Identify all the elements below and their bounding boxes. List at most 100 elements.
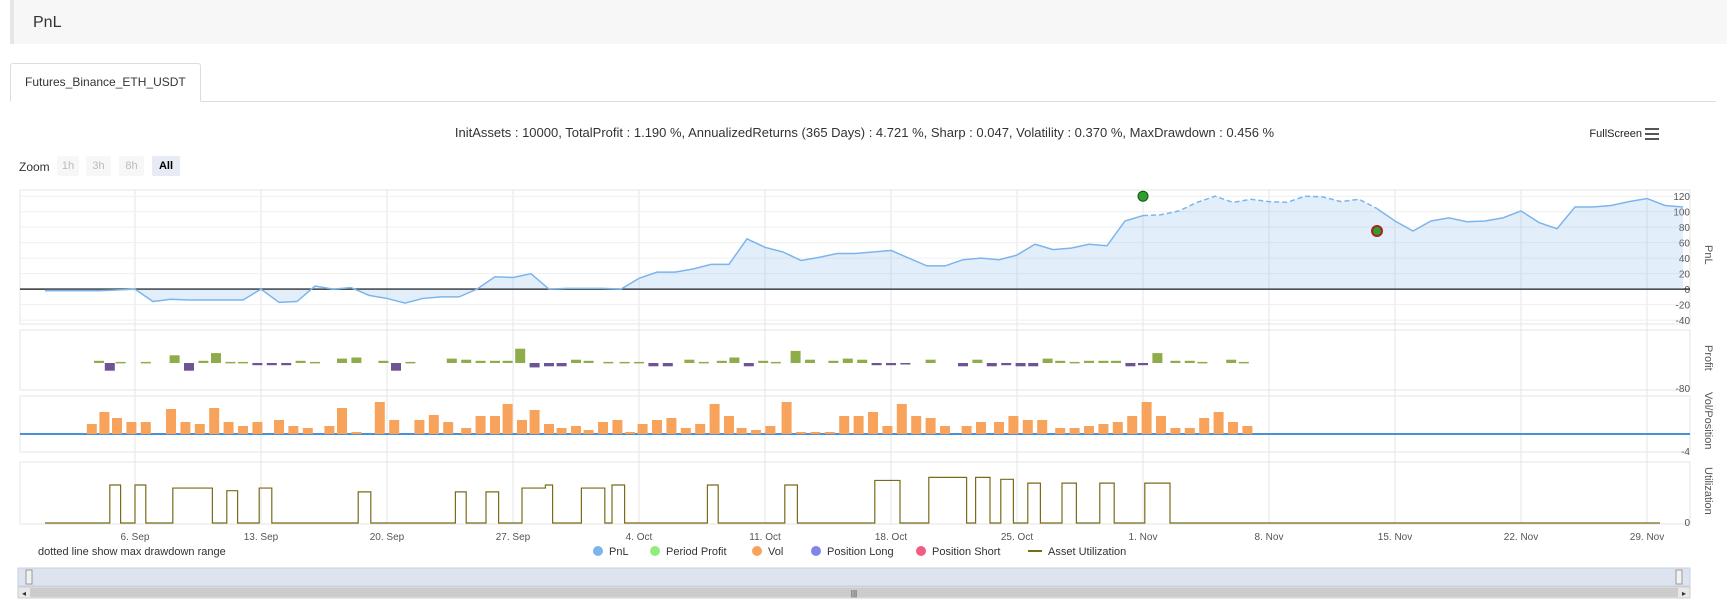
profit-bar bbox=[140, 361, 151, 364]
profit-bar bbox=[1226, 359, 1237, 363]
legend-item[interactable]: Position Short bbox=[916, 546, 1000, 558]
profit-bar bbox=[828, 360, 839, 363]
profit-bar bbox=[115, 361, 126, 364]
vol-bar bbox=[612, 420, 623, 434]
profit-bar bbox=[729, 357, 740, 363]
zoom-button-3h[interactable]: 3h bbox=[86, 156, 111, 176]
x-tick-label: 27. Sep bbox=[496, 532, 531, 543]
profit-bar bbox=[743, 363, 754, 367]
legend-item[interactable]: Vol bbox=[752, 546, 783, 558]
legend-item[interactable]: PnL bbox=[593, 546, 629, 558]
vol-bar bbox=[223, 422, 234, 434]
utilization-line bbox=[45, 476, 1660, 524]
legend-label: Asset Utilization bbox=[1048, 546, 1127, 558]
profit-bar bbox=[1170, 360, 1181, 363]
vol-bar bbox=[1008, 416, 1019, 434]
vol-bar bbox=[209, 408, 220, 434]
vol-bar bbox=[1037, 420, 1048, 434]
legend-label: PnL bbox=[609, 546, 629, 558]
scrollbar-grip-icon: ||| bbox=[851, 589, 857, 598]
panel-label-pnl: PnL bbox=[1702, 245, 1714, 265]
page-title: PnL bbox=[33, 14, 62, 31]
profit-bar bbox=[337, 358, 347, 363]
vol-bar bbox=[475, 416, 486, 434]
profit-bar bbox=[211, 353, 221, 363]
vol-bar bbox=[796, 432, 806, 434]
vol-bar bbox=[751, 430, 761, 434]
profit-bar bbox=[1055, 360, 1066, 363]
profit-bar bbox=[900, 363, 911, 365]
legend-label: Vol bbox=[768, 546, 784, 558]
zoom-button-1h[interactable]: 1h bbox=[57, 156, 79, 176]
navigator-right-handle bbox=[1675, 569, 1683, 585]
y-tick-label: -80 bbox=[1676, 384, 1691, 395]
vol-bar bbox=[911, 416, 922, 434]
vol-bar bbox=[781, 402, 792, 434]
vol-bar bbox=[680, 428, 691, 434]
vol-bar bbox=[666, 418, 677, 434]
profit-bar bbox=[770, 361, 781, 364]
profit-bar bbox=[619, 361, 630, 364]
drawdown-note: dotted line show max drawdown range bbox=[38, 546, 226, 558]
legend-symbol-icon bbox=[650, 546, 660, 556]
profit-bar bbox=[225, 361, 236, 364]
vol-bar bbox=[625, 432, 635, 434]
profit-bar bbox=[502, 360, 513, 363]
zoom-button-all[interactable]: All bbox=[152, 156, 180, 176]
vol-bar bbox=[461, 428, 472, 434]
vol-bar bbox=[443, 422, 454, 434]
vol-bar bbox=[1228, 422, 1238, 434]
vol-bar bbox=[1055, 428, 1066, 434]
profit-bar bbox=[169, 355, 180, 363]
drawdown-dashed-line bbox=[1142, 195, 1378, 217]
fullscreen-button[interactable]: FullScreen bbox=[1589, 128, 1642, 140]
vol-bar bbox=[583, 430, 594, 434]
vol-bar bbox=[414, 420, 425, 434]
y-tick-label: 0 bbox=[1684, 518, 1690, 529]
profit-bar bbox=[104, 363, 115, 371]
profit-bar bbox=[544, 363, 554, 367]
vol-bar bbox=[288, 426, 299, 434]
profit-bar bbox=[805, 359, 815, 363]
y-tick-label: -4 bbox=[1681, 447, 1690, 458]
y-tick-label: 120 bbox=[1673, 192, 1690, 203]
y-tick-label: 0 bbox=[1684, 285, 1690, 296]
x-tick-label: 15. Nov bbox=[1378, 532, 1412, 543]
x-tick-label: 4. Oct bbox=[626, 532, 653, 543]
legend-symbol-icon bbox=[593, 546, 603, 556]
x-tick-label: 13. Sep bbox=[244, 532, 279, 543]
profit-bar bbox=[281, 363, 292, 366]
navigator-window bbox=[17, 567, 1691, 587]
y-tick-label: 80 bbox=[1679, 223, 1691, 234]
legend-item[interactable]: Period Profit bbox=[650, 546, 727, 558]
hamburger-icon[interactable] bbox=[1645, 128, 1659, 140]
profit-bar bbox=[1197, 361, 1208, 364]
vol-bar bbox=[868, 412, 878, 434]
stats-summary: InitAssets : 10000, TotalProfit : 1.190 … bbox=[454, 125, 1275, 140]
vol-bar bbox=[940, 426, 950, 434]
panel-frame bbox=[19, 461, 1691, 525]
vol-bar bbox=[810, 432, 821, 434]
vol-bar bbox=[194, 424, 205, 434]
profit-bar bbox=[662, 363, 673, 367]
vol-bar bbox=[637, 424, 648, 434]
profit-bar bbox=[1184, 360, 1195, 363]
legend-item[interactable]: Asset Utilization bbox=[1028, 546, 1126, 558]
profit-bar bbox=[1152, 353, 1163, 363]
profit-bar bbox=[94, 360, 104, 363]
legend-item[interactable]: Position Long bbox=[811, 546, 894, 558]
vol-bar bbox=[126, 422, 137, 434]
vol-bar bbox=[839, 416, 850, 434]
zoom-button-8h[interactable]: 8h bbox=[119, 156, 144, 176]
vol-bar bbox=[112, 418, 122, 434]
y-tick-label: 60 bbox=[1679, 239, 1691, 250]
y-tick-label: 40 bbox=[1679, 254, 1691, 265]
tab-futures-binance-eth-usdt[interactable]: Futures_Binance_ETH_USDT bbox=[10, 63, 201, 102]
vol-bar bbox=[709, 404, 720, 434]
vol-bar bbox=[1098, 424, 1109, 434]
y-tick-label: -40 bbox=[1676, 316, 1691, 327]
vol-bar bbox=[389, 420, 400, 434]
vol-bar bbox=[1084, 426, 1094, 434]
vol-bar bbox=[517, 420, 527, 434]
vol-bar bbox=[274, 420, 284, 434]
